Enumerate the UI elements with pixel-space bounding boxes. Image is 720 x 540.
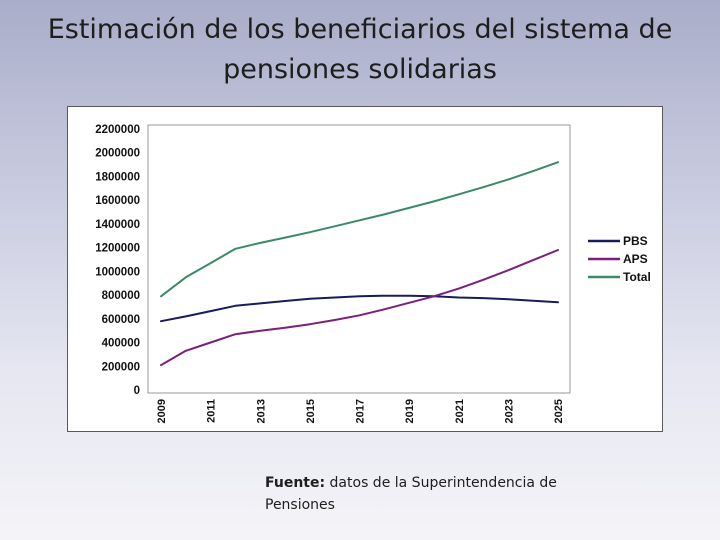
y-tick-label: 800000 [102, 290, 140, 302]
chart-frame: 0 200000 400000 600000 800000 1000000 1200000 1… [67, 106, 663, 432]
series-line-total [160, 161, 559, 298]
y-tick-label: 400000 [102, 338, 140, 350]
slide-title: Estimación de los beneficiarios del sist… [47, 14, 673, 85]
x-tick-label: 2019 [404, 399, 416, 423]
x-tick-label: 2009 [156, 399, 168, 423]
series-line-aps [160, 249, 559, 367]
legend-label-pbs: PBS [623, 234, 648, 248]
x-tick-label: 2017 [355, 399, 367, 423]
legend-label-aps: APS [623, 252, 648, 266]
source-note: Fuente: datos de la Superintendencia de … [265, 472, 595, 516]
x-tick-label: 2023 [503, 399, 515, 423]
x-tick-label: 2015 [305, 399, 317, 423]
y-tick-label: 1600000 [95, 195, 140, 207]
y-tick-label: 2000000 [95, 148, 140, 160]
y-tick-label: 1000000 [95, 266, 140, 278]
x-tick-label: 2021 [454, 399, 466, 423]
source-label: Fuente: [265, 475, 326, 491]
source-text: datos de la Superintendencia de Pensione… [265, 475, 557, 513]
y-tick-label: 2200000 [95, 124, 140, 136]
legend-label-total: Total [623, 270, 651, 284]
y-tick-label: 200000 [102, 361, 140, 373]
plot-area [147, 124, 571, 394]
y-tick-label: 1200000 [95, 243, 140, 255]
x-tick-label: 2011 [206, 399, 218, 423]
line-chart: 0 200000 400000 600000 800000 1000000 1200000 1… [95, 124, 651, 423]
series-line-pbs [160, 294, 559, 323]
x-tick-label: 2025 [553, 399, 565, 423]
y-tick-label: 1400000 [95, 219, 140, 231]
x-tick-label: 2013 [255, 399, 267, 423]
y-tick-label: 0 [134, 385, 140, 397]
y-tick-label: 1800000 [95, 171, 140, 183]
y-tick-label: 600000 [102, 314, 140, 326]
